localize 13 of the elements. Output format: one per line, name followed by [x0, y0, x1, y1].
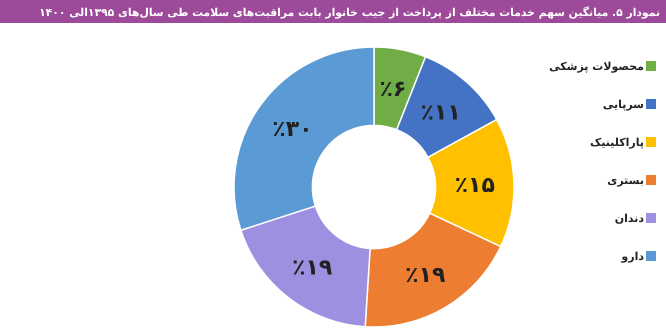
data-label: ٪۱۵	[454, 172, 495, 198]
legend-label: بستری	[607, 174, 644, 187]
legend-label: سرپایی	[602, 98, 644, 111]
legend-label: دندان	[614, 212, 644, 225]
data-label: ٪۱۹	[292, 256, 332, 281]
legend-label: دارو	[620, 250, 644, 263]
data-label: ٪۶	[379, 76, 406, 102]
data-label: ٪۱۱	[420, 100, 461, 126]
chart-title: نمودار ۵. میانگین سهم خدمات مختلف از پرداخت از جیب خانوار بابت مراقبت‌های سلامت طی سال‌های ۱۳۹۵الی ۱۴۰۰	[39, 6, 660, 19]
legend-label: پاراکلینیک	[590, 136, 644, 149]
legend-label: محصولات پزشکی	[549, 60, 644, 73]
data-label: ٪۳۰	[272, 116, 313, 142]
data-label: ٪۱۹	[405, 262, 446, 288]
